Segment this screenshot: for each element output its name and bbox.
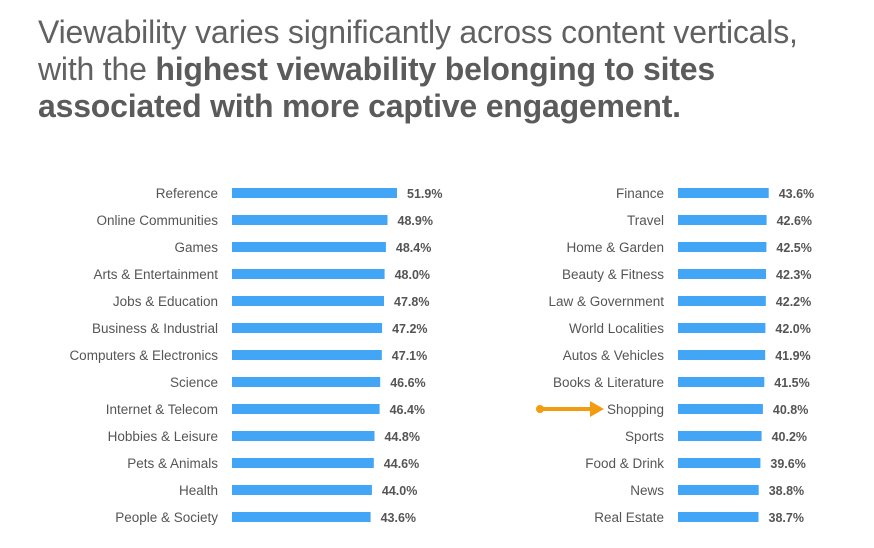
headline-text-1: Viewability varies significantly across …	[38, 14, 798, 50]
left-category-label: Computers & Electronics	[69, 348, 218, 363]
left-category-label: People & Society	[115, 510, 218, 525]
left-bar	[232, 404, 380, 414]
left-category-label: Arts & Entertainment	[93, 267, 218, 282]
right-value-label: 41.9%	[775, 349, 810, 363]
left-value-label: 48.0%	[395, 268, 430, 282]
left-value-label: 43.6%	[381, 511, 416, 525]
right-value-label: 42.5%	[776, 241, 811, 255]
left-category-label: Online Communities	[96, 213, 218, 228]
right-value-label: 42.6%	[777, 214, 812, 228]
left-category-label: Games	[174, 240, 218, 255]
left-category-label: Health	[179, 483, 218, 498]
right-category-label: Travel	[627, 213, 664, 228]
right-value-label: 42.3%	[776, 268, 811, 282]
left-bar	[232, 188, 397, 198]
right-category-label: Food & Drink	[585, 456, 664, 471]
headline-line-2: with the highest viewability belonging t…	[38, 51, 858, 88]
headline-bold-2: highest viewability belonging to sites	[155, 51, 715, 87]
left-value-label: 47.2%	[392, 322, 427, 336]
headline-line-3: associated with more captive engagement.	[38, 88, 858, 125]
right-category-label: News	[630, 483, 664, 498]
left-category-label: Hobbies & Leisure	[108, 429, 218, 444]
right-value-label: 43.6%	[779, 187, 814, 201]
left-value-label: 44.8%	[385, 430, 420, 444]
right-value-label: 40.8%	[773, 403, 808, 417]
right-category-label: Sports	[625, 429, 664, 444]
right-bar	[678, 377, 765, 387]
right-bar	[678, 215, 767, 225]
left-bar	[232, 350, 382, 360]
right-category-label: World Localities	[569, 321, 664, 336]
left-value-label: 51.9%	[407, 187, 442, 201]
right-bar	[678, 350, 766, 360]
left-category-label: Business & Industrial	[92, 321, 218, 336]
right-value-label: 41.5%	[774, 376, 809, 390]
left-category-label: Jobs & Education	[113, 294, 218, 309]
headline-bold-3: associated with more captive engagement.	[38, 88, 681, 124]
right-value-label: 39.6%	[770, 457, 805, 471]
left-value-label: 48.4%	[396, 241, 431, 255]
right-category-label: Autos & Vehicles	[563, 348, 665, 363]
right-bar	[678, 431, 762, 441]
left-bar	[232, 242, 386, 252]
left-value-label: 46.4%	[390, 403, 425, 417]
left-bar	[232, 215, 388, 225]
left-category-label: Science	[170, 375, 218, 390]
left-bar	[232, 512, 371, 522]
right-category-label: Books & Literature	[553, 375, 664, 390]
right-category-label: Real Estate	[594, 510, 664, 525]
right-value-label: 42.0%	[775, 322, 810, 336]
left-bar	[232, 269, 385, 279]
left-value-label: 47.1%	[392, 349, 427, 363]
right-bar	[678, 296, 766, 306]
highlight-arrow-head	[590, 401, 604, 417]
left-bar	[232, 485, 372, 495]
right-bar	[678, 269, 766, 279]
right-bar	[678, 323, 766, 333]
right-bar	[678, 485, 759, 495]
right-value-label: 38.8%	[769, 484, 804, 498]
headline: Viewability varies significantly across …	[38, 14, 858, 125]
left-bar	[232, 431, 375, 441]
right-category-label: Home & Garden	[566, 240, 664, 255]
left-value-label: 47.8%	[394, 295, 429, 309]
right-value-label: 40.2%	[772, 430, 807, 444]
left-bar	[232, 296, 384, 306]
left-bar	[232, 377, 381, 387]
right-bar	[678, 188, 769, 198]
right-bar	[678, 404, 763, 414]
left-category-label: Internet & Telecom	[106, 402, 218, 417]
left-category-label: Pets & Animals	[127, 456, 218, 471]
right-value-label: 42.2%	[776, 295, 811, 309]
right-bar	[678, 458, 761, 468]
right-category-label: Finance	[616, 186, 664, 201]
right-value-label: 38.7%	[769, 511, 804, 525]
right-bar	[678, 242, 767, 252]
right-category-label: Shopping	[607, 402, 664, 417]
right-category-label: Beauty & Fitness	[562, 267, 664, 282]
left-value-label: 44.6%	[384, 457, 419, 471]
right-category-label: Law & Government	[548, 294, 664, 309]
right-bar	[678, 512, 759, 522]
headline-line-1: Viewability varies significantly across …	[38, 14, 858, 51]
headline-text-2: with the	[38, 51, 156, 87]
left-bar	[232, 323, 383, 333]
left-bar	[232, 458, 374, 468]
left-value-label: 48.9%	[398, 214, 433, 228]
left-value-label: 46.6%	[390, 376, 425, 390]
left-category-label: Reference	[156, 186, 218, 201]
left-value-label: 44.0%	[382, 484, 417, 498]
